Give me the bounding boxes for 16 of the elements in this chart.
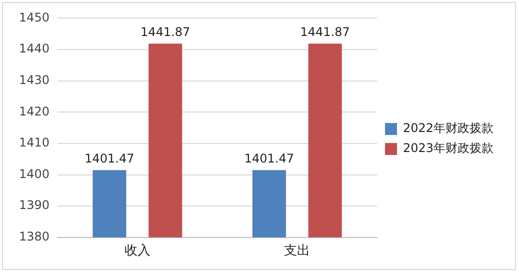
- x-tick-label: 支出: [284, 244, 310, 259]
- x-tick-label: 收入: [124, 244, 150, 259]
- y-tick-label: 1410: [18, 136, 50, 150]
- legend-label: 2023年财政拨款: [403, 141, 494, 156]
- y-tick-label: 1420: [18, 104, 50, 118]
- y-tick-label: 1440: [18, 42, 50, 56]
- y-tick-label: 1450: [18, 10, 50, 24]
- y-tick-label: 1390: [18, 198, 50, 212]
- data-label: 1441.87: [300, 24, 350, 39]
- legend-label: 2022年财政拨款: [403, 121, 494, 136]
- y-tick-label: 1400: [18, 166, 50, 181]
- data-label: 1401.47: [84, 151, 134, 166]
- data-label: 1401.47: [244, 151, 294, 166]
- y-tick-label: 1380: [18, 230, 50, 244]
- y-tick-label: 1430: [18, 72, 50, 87]
- data-label: 1441.87: [140, 24, 190, 39]
